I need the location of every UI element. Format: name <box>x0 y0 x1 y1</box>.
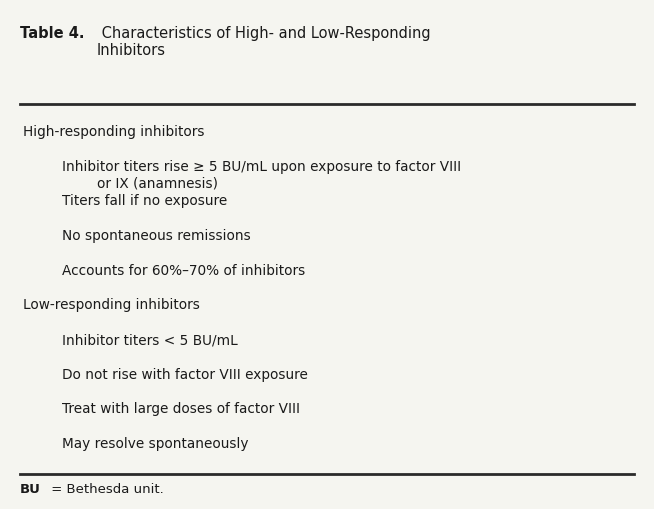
Text: No spontaneous remissions: No spontaneous remissions <box>62 229 251 242</box>
Text: Treat with large doses of factor VIII: Treat with large doses of factor VIII <box>62 402 300 415</box>
Text: BU: BU <box>20 483 41 495</box>
Text: Accounts for 60%–70% of inhibitors: Accounts for 60%–70% of inhibitors <box>62 263 305 277</box>
Text: Inhibitor titers < 5 BU/mL: Inhibitor titers < 5 BU/mL <box>62 332 238 346</box>
Text: = Bethesda unit.: = Bethesda unit. <box>47 483 164 495</box>
Text: Do not rise with factor VIII exposure: Do not rise with factor VIII exposure <box>62 367 308 381</box>
Text: Inhibitor titers rise ≥ 5 BU/mL upon exposure to factor VIII
        or IX (anam: Inhibitor titers rise ≥ 5 BU/mL upon exp… <box>62 159 461 190</box>
Text: Characteristics of High- and Low-Responding
Inhibitors: Characteristics of High- and Low-Respond… <box>97 25 430 58</box>
Text: Table 4.: Table 4. <box>20 25 84 40</box>
Text: Titers fall if no exposure: Titers fall if no exposure <box>62 194 228 208</box>
Text: Low-responding inhibitors: Low-responding inhibitors <box>23 298 199 312</box>
Text: High-responding inhibitors: High-responding inhibitors <box>23 125 205 138</box>
Text: May resolve spontaneously: May resolve spontaneously <box>62 436 249 450</box>
